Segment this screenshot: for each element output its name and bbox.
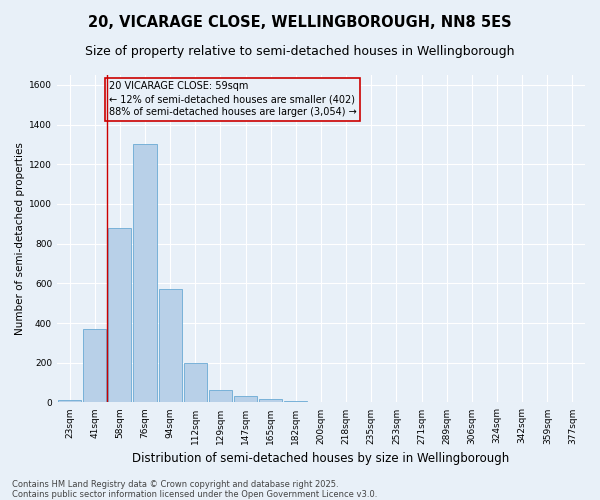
X-axis label: Distribution of semi-detached houses by size in Wellingborough: Distribution of semi-detached houses by … (133, 452, 509, 465)
Y-axis label: Number of semi-detached properties: Number of semi-detached properties (15, 142, 25, 335)
Text: Size of property relative to semi-detached houses in Wellingborough: Size of property relative to semi-detach… (85, 45, 515, 58)
Bar (58, 400, 81, 402)
Bar (158, 290, 182, 403)
Bar (184, 362, 207, 403)
Text: Contains HM Land Registry data © Crown copyright and database right 2025.
Contai: Contains HM Land Registry data © Crown c… (12, 480, 377, 499)
Bar (259, 400, 282, 402)
Bar (209, 390, 232, 402)
Bar (83, 329, 106, 402)
Bar (234, 396, 257, 402)
Bar (109, 228, 131, 402)
Text: 20 VICARAGE CLOSE: 59sqm
← 12% of semi-detached houses are smaller (402)
88% of : 20 VICARAGE CLOSE: 59sqm ← 12% of semi-d… (109, 81, 356, 118)
Text: 20, VICARAGE CLOSE, WELLINGBOROUGH, NN8 5ES: 20, VICARAGE CLOSE, WELLINGBOROUGH, NN8 … (88, 15, 512, 30)
Bar (133, 144, 157, 402)
